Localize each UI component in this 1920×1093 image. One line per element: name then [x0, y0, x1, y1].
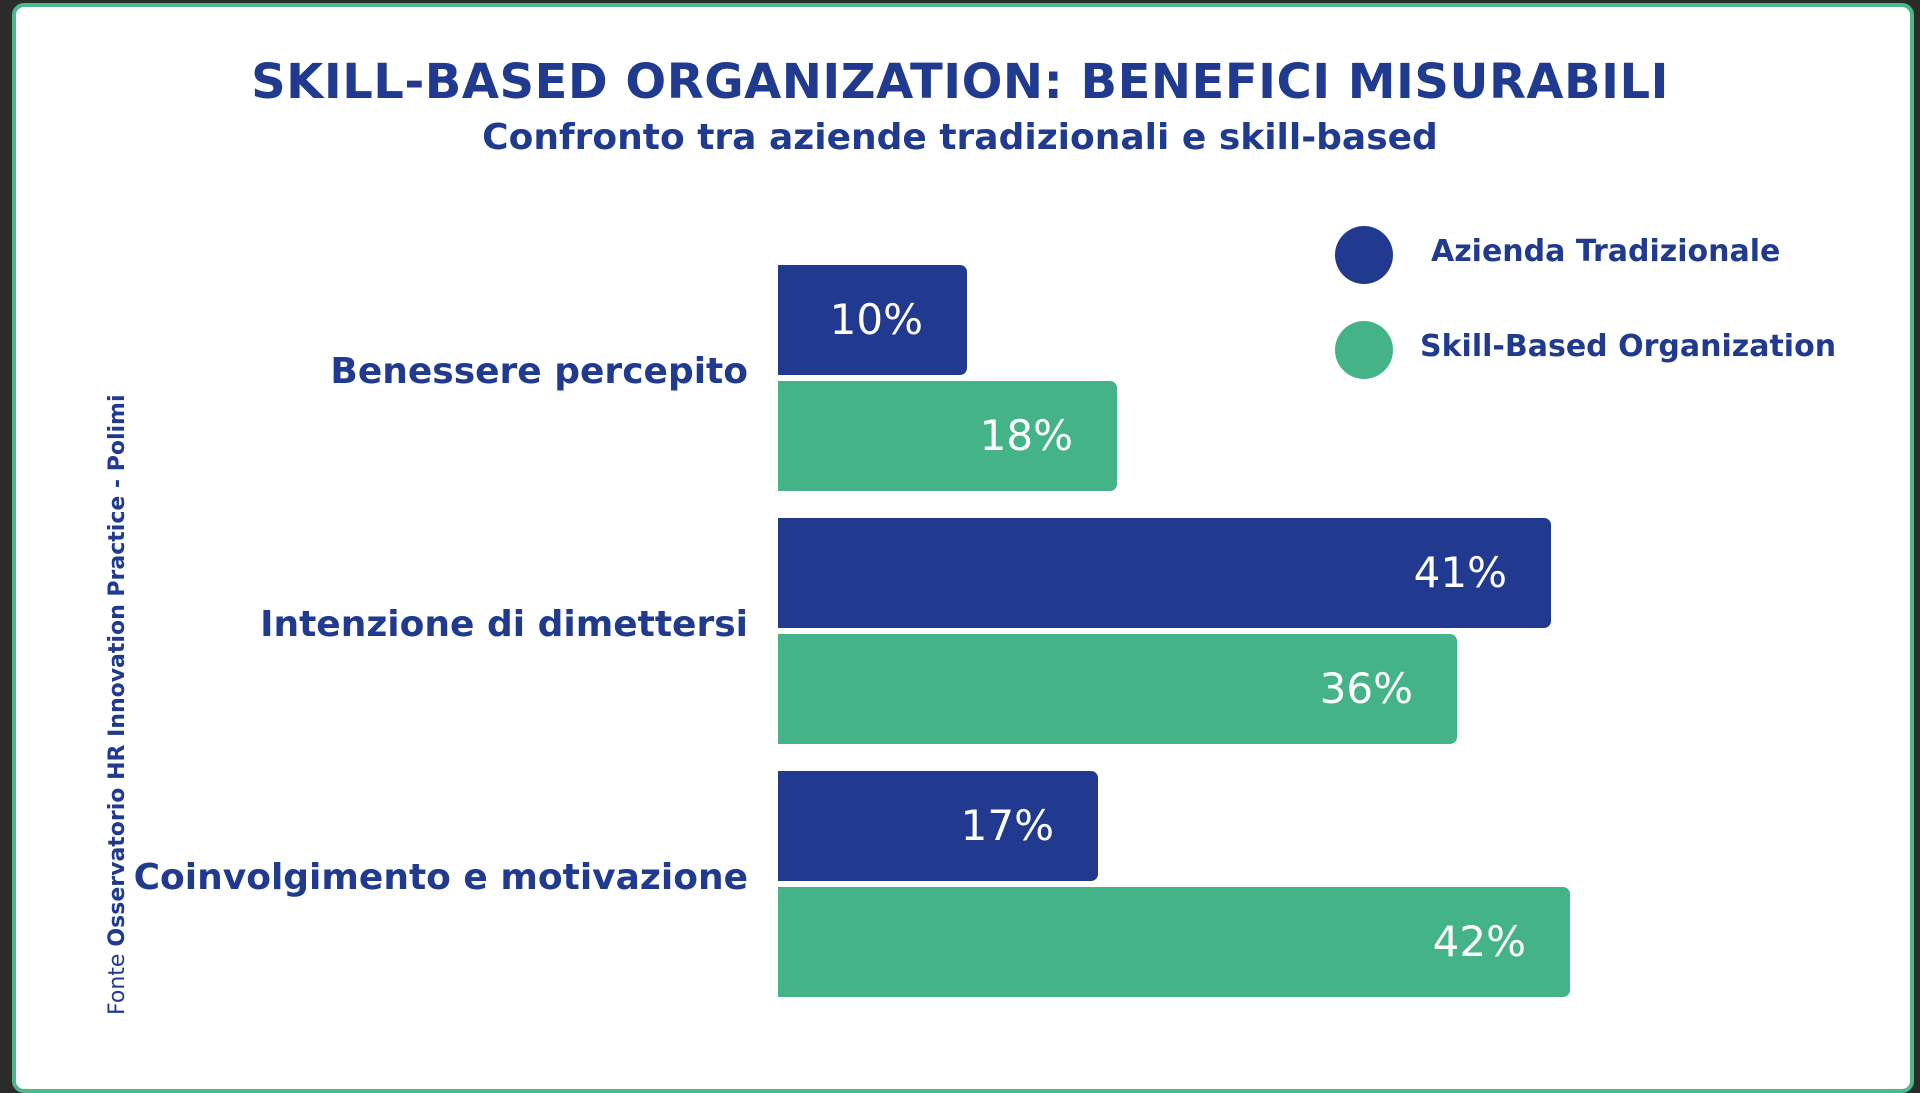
category-label: Benessere percepito — [330, 351, 748, 392]
source-prefix: Fonte — [105, 953, 130, 1015]
legend-label: Azienda Tradizionale — [1431, 234, 1781, 269]
chart-title: SKILL-BASED ORGANIZATION: BENEFICI MISUR… — [251, 54, 1669, 110]
bar-value-label: 42% — [1432, 917, 1526, 966]
legend-label: Skill-Based Organization — [1420, 329, 1837, 364]
legend-swatch — [1335, 321, 1393, 379]
category-label: Intenzione di dimettersi — [260, 604, 748, 645]
bar-skill-based: 18% — [778, 381, 1117, 491]
bar-value-label: 17% — [960, 801, 1054, 850]
chart-subtitle: Confronto tra aziende tradizionali e ski… — [482, 117, 1438, 158]
bar-value-label: 41% — [1413, 548, 1507, 597]
bar-traditional: 17% — [778, 771, 1098, 881]
bar-value-label: 18% — [979, 411, 1073, 460]
source-note: Fonte Osservatorio HR Innovation Practic… — [105, 394, 130, 1015]
bar-value-label: 10% — [829, 295, 923, 344]
bar-traditional: 41% — [778, 518, 1551, 628]
bar-traditional: 10% — [778, 265, 967, 375]
bar-skill-based: 36% — [778, 634, 1457, 744]
bar-skill-based: 42% — [778, 887, 1570, 997]
category-label: Coinvolgimento e motivazione — [133, 857, 748, 898]
bar-value-label: 36% — [1319, 664, 1413, 713]
legend-swatch — [1335, 226, 1393, 284]
